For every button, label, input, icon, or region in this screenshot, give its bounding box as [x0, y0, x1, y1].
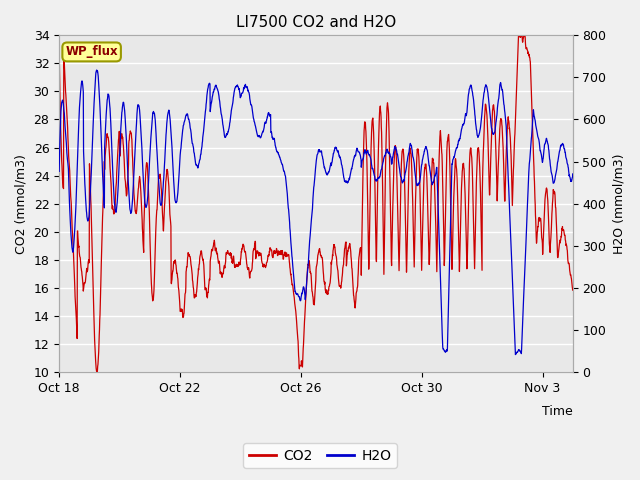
Y-axis label: H2O (mmol/m3): H2O (mmol/m3) [612, 153, 625, 254]
Title: LI7500 CO2 and H2O: LI7500 CO2 and H2O [236, 15, 396, 30]
Y-axis label: CO2 (mmol/m3): CO2 (mmol/m3) [15, 154, 28, 253]
Legend: CO2, H2O: CO2, H2O [243, 443, 397, 468]
Text: Time: Time [542, 406, 573, 419]
Text: WP_flux: WP_flux [65, 46, 118, 59]
